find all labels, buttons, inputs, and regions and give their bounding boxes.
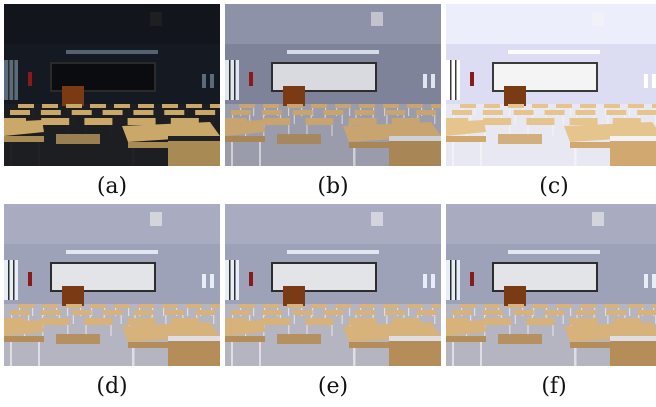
- panel-cell-c: (c): [446, 4, 656, 204]
- classroom-render-image: [446, 4, 656, 166]
- classroom-render-image: [4, 4, 220, 166]
- panel-caption: (a): [96, 174, 128, 199]
- classroom-render-image: [225, 4, 441, 166]
- panel-caption: (f): [541, 374, 567, 399]
- panel-caption: (c): [539, 174, 569, 199]
- panel-caption: (d): [96, 374, 128, 399]
- classroom-render-image: [4, 204, 220, 366]
- panel-cell-d: (d): [4, 204, 220, 404]
- classroom-scene-graphic: [225, 4, 441, 166]
- classroom-render-image: [225, 204, 441, 366]
- panel-cell-a: (a): [4, 4, 220, 204]
- classroom-render-image: [446, 204, 656, 366]
- panel-cell-f: (f): [446, 204, 656, 404]
- classroom-scene-graphic: [225, 204, 441, 366]
- panel-caption: (e): [317, 374, 349, 399]
- classroom-scene-graphic: [4, 4, 220, 166]
- classroom-scene-graphic: [446, 204, 656, 366]
- panel-cell-b: (b): [225, 4, 441, 204]
- classroom-scene-graphic: [4, 204, 220, 366]
- figure-grid: (a) (b) (c) (d) (e) (f): [4, 4, 656, 404]
- panel-caption: (b): [317, 174, 349, 199]
- panel-cell-e: (e): [225, 204, 441, 404]
- classroom-scene-graphic: [446, 4, 656, 166]
